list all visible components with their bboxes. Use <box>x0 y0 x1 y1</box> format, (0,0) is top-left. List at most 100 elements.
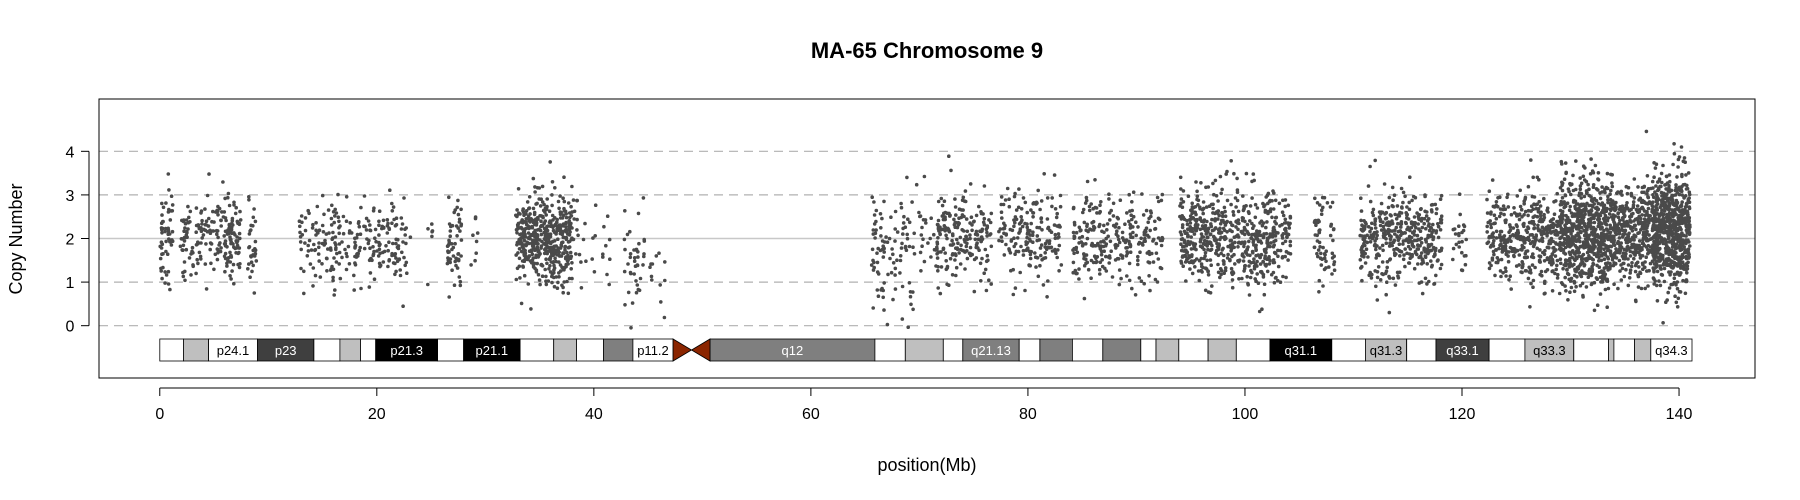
data-point <box>985 225 990 230</box>
data-point <box>1391 276 1396 281</box>
data-point <box>1504 274 1508 278</box>
data-point <box>556 246 561 250</box>
data-point <box>1108 218 1112 222</box>
data-point <box>1672 203 1677 208</box>
data-point <box>1228 258 1232 263</box>
data-point <box>1373 219 1377 224</box>
data-point <box>1368 229 1372 234</box>
data-point <box>1154 241 1159 246</box>
data-point <box>1538 204 1543 208</box>
data-point <box>936 199 941 204</box>
data-point <box>571 237 576 242</box>
data-point <box>232 203 236 207</box>
data-point <box>454 263 458 268</box>
data-point <box>516 187 521 191</box>
data-point <box>1367 236 1372 240</box>
data-point <box>531 176 536 181</box>
data-point <box>1038 246 1043 250</box>
data-point <box>1606 194 1610 199</box>
data-point <box>194 230 198 234</box>
data-point <box>1509 212 1514 217</box>
data-point <box>1578 187 1583 191</box>
data-point <box>1266 209 1271 214</box>
data-point <box>1131 214 1136 219</box>
data-point <box>989 211 994 216</box>
data-point <box>1622 274 1627 279</box>
data-point <box>936 269 940 273</box>
data-point <box>641 263 645 267</box>
data-point <box>1405 212 1409 217</box>
data-point <box>872 213 877 217</box>
data-point <box>364 216 369 221</box>
data-point <box>623 303 627 307</box>
data-point <box>371 209 376 213</box>
data-point <box>322 243 327 247</box>
data-point <box>1128 222 1132 227</box>
data-point <box>1230 278 1235 282</box>
data-point <box>1551 246 1555 250</box>
data-point <box>1534 238 1538 242</box>
data-point <box>1082 220 1087 225</box>
data-point <box>329 216 334 221</box>
data-point <box>396 246 401 251</box>
data-point <box>1002 226 1007 231</box>
data-point <box>1407 252 1412 256</box>
data-point <box>1127 261 1132 266</box>
data-point <box>1190 253 1194 257</box>
data-point <box>368 223 372 227</box>
data-point <box>641 196 646 200</box>
data-point <box>1033 251 1037 255</box>
data-point <box>523 232 527 236</box>
data-point <box>518 232 522 237</box>
data-point <box>1646 188 1650 193</box>
data-point <box>983 247 988 252</box>
data-point <box>935 242 940 246</box>
data-point <box>1599 258 1604 263</box>
data-point <box>560 229 564 234</box>
data-point <box>1201 265 1205 270</box>
data-point <box>572 217 576 221</box>
data-point <box>387 259 391 263</box>
data-point <box>1590 264 1594 269</box>
data-point <box>1409 239 1414 244</box>
data-point <box>1569 285 1574 290</box>
data-point <box>954 265 959 270</box>
data-point <box>1633 234 1638 238</box>
data-point <box>1398 254 1402 258</box>
data-point <box>1214 194 1219 198</box>
data-point <box>622 237 627 242</box>
data-point <box>1197 278 1202 283</box>
data-point <box>1512 254 1516 259</box>
data-point <box>608 257 612 262</box>
data-point <box>1145 233 1150 238</box>
data-point <box>1025 210 1029 215</box>
data-point <box>956 220 961 225</box>
data-point <box>184 218 189 222</box>
data-point <box>1250 233 1254 237</box>
data-point <box>1368 199 1373 204</box>
data-point <box>1005 186 1010 191</box>
data-point <box>160 201 164 206</box>
data-point <box>204 219 209 223</box>
data-point <box>1087 208 1092 213</box>
data-point <box>1189 217 1194 221</box>
data-point <box>1657 279 1661 283</box>
data-point <box>515 231 519 235</box>
data-point <box>1606 286 1611 291</box>
data-point <box>1387 310 1392 315</box>
data-point <box>161 252 165 256</box>
data-point <box>320 193 325 198</box>
data-point <box>1048 228 1052 233</box>
data-point <box>1204 232 1208 236</box>
data-point <box>1039 243 1044 247</box>
data-point <box>1631 211 1635 216</box>
data-point <box>1556 219 1560 224</box>
data-point <box>225 264 229 268</box>
data-point <box>1131 230 1135 235</box>
data-point <box>1537 177 1541 182</box>
data-point <box>1498 243 1502 248</box>
data-point <box>1661 163 1665 168</box>
data-point <box>1288 239 1293 244</box>
data-point <box>1268 232 1272 236</box>
data-point <box>1212 237 1217 242</box>
